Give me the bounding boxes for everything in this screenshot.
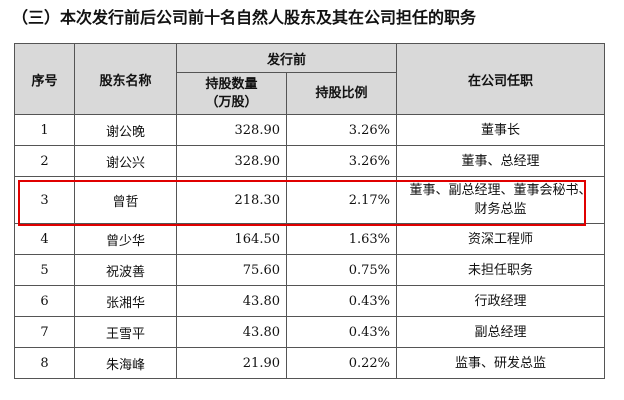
row-ratio: 0.75% <box>285 254 398 286</box>
row-role: 董事、副总经理、董事会秘书、 财务总监 <box>396 176 606 224</box>
row-role: 监事、研发总监 <box>396 347 606 379</box>
table-header-row: 序号 股东名称 发行前 在公司任职 <box>14 43 606 115</box>
row-role-line2: 财务总监 <box>474 202 527 217</box>
row-name: 张湘华 <box>74 285 177 317</box>
header-name: 股东名称 <box>74 43 177 115</box>
row-quantity: 164.50 <box>176 223 287 255</box>
row-role: 未担任职务 <box>396 254 606 286</box>
row-quantity: 21.90 <box>176 347 287 379</box>
row-role: 董事长 <box>396 114 606 146</box>
row-name: 朱海峰 <box>74 347 177 379</box>
row-name: 曾哲 <box>74 176 177 224</box>
row-name: 王雪平 <box>74 316 177 348</box>
table-row: 8 朱海峰 21.90 0.22% 监事、研发总监 <box>14 347 606 379</box>
row-ratio: 3.26% <box>285 145 398 177</box>
row-quantity: 218.30 <box>176 176 287 224</box>
row-role: 资深工程师 <box>396 223 606 255</box>
table-subheader-row: 持股数量 （万股） 持股比例 <box>15 72 605 115</box>
table-row: 2 谢公兴 328.90 3.26% 董事、总经理 <box>14 145 606 177</box>
header-group-before-issue: 发行前 <box>175 43 398 73</box>
header-quantity: 持股数量 （万股） <box>176 72 287 115</box>
row-quantity: 328.90 <box>176 114 287 146</box>
row-name: 谢公兴 <box>74 145 177 177</box>
row-ratio: 2.17% <box>285 176 398 224</box>
header-role: 在公司任职 <box>396 43 606 115</box>
table-row: 5 祝波善 75.60 0.75% 未担任职务 <box>14 254 606 286</box>
row-name: 祝波善 <box>74 254 177 286</box>
table-row: 1 谢公晚 328.90 3.26% 董事长 <box>14 114 606 146</box>
table-row: 4 曾少华 164.50 1.63% 资深工程师 <box>14 223 606 255</box>
shareholder-table: 序号 股东名称 发行前 在公司任职 持股数量 （万股） 持股比例 1 谢公晚 3… <box>14 43 606 379</box>
row-index: 5 <box>14 254 75 286</box>
table-row-highlighted: 3 曾哲 218.30 2.17% 董事、副总经理、董事会秘书、 财务总监 <box>14 176 606 224</box>
row-index: 7 <box>14 316 75 348</box>
row-quantity: 43.80 <box>176 316 287 348</box>
page-title: （三）本次发行前后公司前十名自然人股东及其在公司担任的职务 <box>12 8 477 27</box>
table-row: 6 张湘华 43.80 0.43% 行政经理 <box>14 285 606 317</box>
row-ratio: 3.26% <box>285 114 398 146</box>
row-role: 董事、总经理 <box>396 145 606 177</box>
row-role: 副总经理 <box>396 316 606 348</box>
row-role: 行政经理 <box>396 285 606 317</box>
row-name: 曾少华 <box>74 223 177 255</box>
row-index: 6 <box>14 285 75 317</box>
row-index: 2 <box>14 145 75 177</box>
row-index: 1 <box>14 114 75 146</box>
row-ratio: 0.43% <box>285 316 398 348</box>
header-quantity-line2: （万股） <box>205 94 258 110</box>
row-index: 3 <box>14 176 75 224</box>
table-row: 7 王雪平 43.80 0.43% 副总经理 <box>14 316 606 348</box>
header-index: 序号 <box>14 43 75 115</box>
row-index: 8 <box>14 347 75 379</box>
row-ratio: 0.22% <box>285 347 398 379</box>
header-quantity-line1: 持股数量 <box>205 76 258 92</box>
row-quantity: 75.60 <box>176 254 287 286</box>
row-index: 4 <box>14 223 75 255</box>
row-ratio: 1.63% <box>285 223 398 255</box>
row-quantity: 328.90 <box>176 145 287 177</box>
row-quantity: 43.80 <box>176 285 287 317</box>
header-ratio: 持股比例 <box>285 72 398 115</box>
row-role-line1: 董事、副总经理、董事会秘书、 <box>409 183 592 198</box>
row-ratio: 0.43% <box>285 285 398 317</box>
row-name: 谢公晚 <box>74 114 177 146</box>
